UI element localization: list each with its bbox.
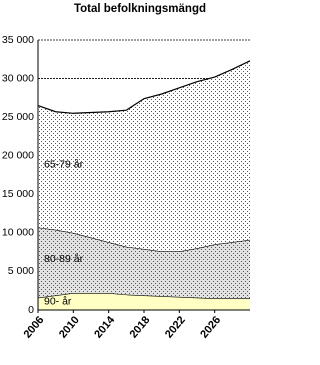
y-tick-label: 0 bbox=[28, 304, 34, 316]
series-label: 80-89 år bbox=[44, 253, 84, 265]
x-tick-label: 2026 bbox=[198, 314, 223, 340]
area bbox=[38, 293, 250, 310]
x-tick-label: 2018 bbox=[128, 314, 153, 340]
x-tick-label: 2014 bbox=[92, 313, 117, 340]
y-tick-label: 20 000 bbox=[2, 149, 34, 161]
y-tick-label: 35 000 bbox=[2, 34, 34, 46]
x-tick-label: 2006 bbox=[22, 314, 47, 340]
area-edge bbox=[37, 292, 250, 300]
x-tick-label: 2010 bbox=[57, 314, 82, 340]
chart: Total befolkningsmängd 0 5 000 10 000 15 00… bbox=[2, 3, 251, 341]
y-tick-label: 10 000 bbox=[2, 227, 34, 239]
area-texture bbox=[38, 227, 250, 299]
chart-title: Total befolkningsmängd bbox=[74, 3, 206, 15]
area-texture bbox=[38, 60, 250, 252]
y-tick-label: 5 000 bbox=[8, 265, 34, 277]
y-tick-label: 30 000 bbox=[2, 72, 34, 84]
y-tick-label: 15 000 bbox=[2, 188, 34, 200]
series-label: 65-79 år bbox=[44, 159, 84, 171]
area-edge bbox=[37, 60, 251, 114]
y-tick-label: 25 000 bbox=[2, 111, 34, 123]
x-tick-label: 2022 bbox=[163, 314, 188, 340]
series-label: 90- år bbox=[44, 296, 72, 308]
